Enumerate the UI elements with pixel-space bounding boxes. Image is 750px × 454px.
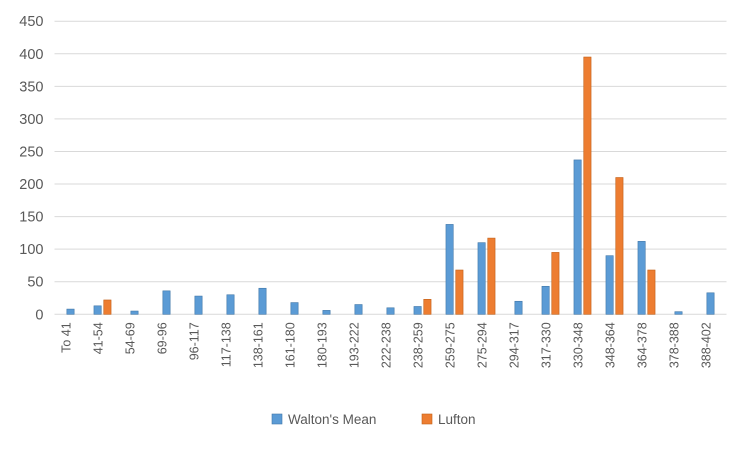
svg-text:161-180: 161-180 (284, 322, 298, 368)
svg-text:50: 50 (27, 275, 43, 291)
svg-text:378-388: 378-388 (668, 322, 682, 368)
svg-text:222-238: 222-238 (380, 322, 394, 368)
svg-text:193-222: 193-222 (348, 322, 362, 368)
svg-text:259-275: 259-275 (444, 322, 458, 368)
svg-text:330-348: 330-348 (572, 322, 586, 368)
svg-text:138-161: 138-161 (252, 322, 266, 368)
svg-text:69-96: 69-96 (156, 322, 170, 354)
svg-text:96-117: 96-117 (188, 322, 202, 360)
svg-text:364-378: 364-378 (636, 322, 650, 368)
svg-text:Walton's Mean: Walton's Mean (288, 412, 376, 427)
svg-text:300: 300 (19, 112, 43, 128)
svg-text:294-317: 294-317 (508, 322, 522, 368)
svg-text:238-259: 238-259 (412, 322, 426, 368)
svg-text:250: 250 (19, 144, 43, 160)
svg-text:348-364: 348-364 (604, 322, 618, 368)
svg-text:117-138: 117-138 (220, 322, 234, 367)
svg-text:180-193: 180-193 (316, 322, 330, 368)
svg-text:54-69: 54-69 (124, 322, 138, 354)
svg-text:To 41: To 41 (60, 322, 74, 353)
svg-text:150: 150 (19, 210, 43, 226)
svg-text:317-330: 317-330 (540, 322, 554, 368)
svg-text:100: 100 (19, 242, 43, 258)
svg-text:275-294: 275-294 (476, 322, 490, 368)
svg-text:350: 350 (19, 79, 43, 95)
svg-text:0: 0 (35, 307, 43, 323)
svg-text:388-402: 388-402 (700, 322, 714, 368)
svg-text:450: 450 (19, 14, 43, 30)
svg-text:Lufton: Lufton (438, 412, 476, 427)
svg-text:41-54: 41-54 (92, 322, 106, 354)
svg-text:400: 400 (19, 47, 43, 63)
svg-text:200: 200 (19, 177, 43, 193)
